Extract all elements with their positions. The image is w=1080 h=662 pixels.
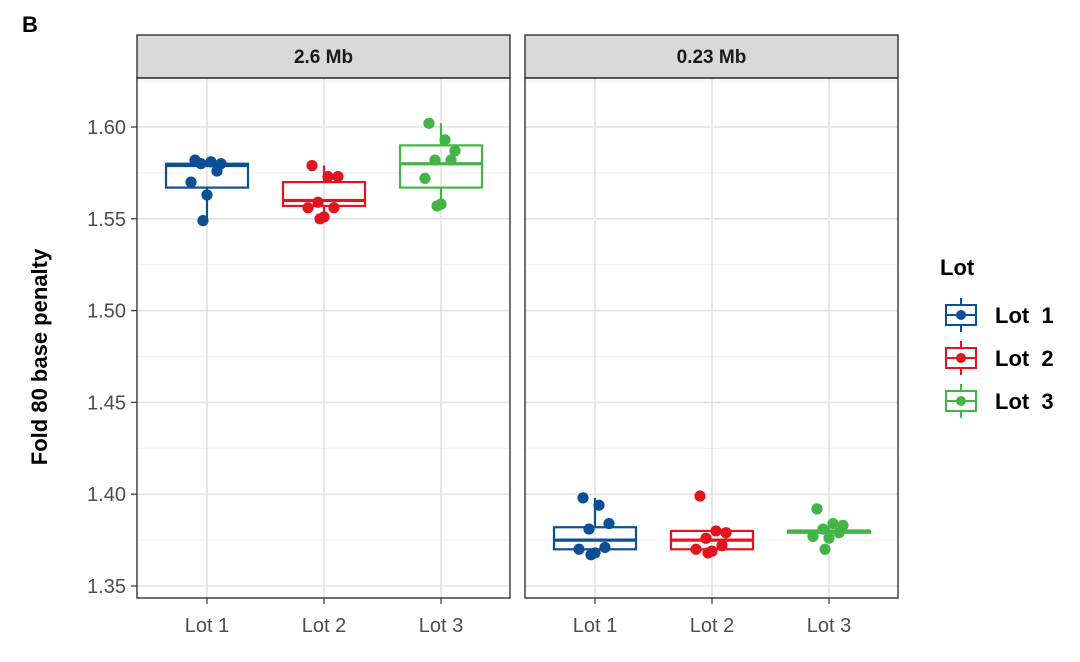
data-point bbox=[807, 530, 819, 543]
legend-label: Lot 2 bbox=[995, 346, 1054, 371]
legend-key bbox=[945, 384, 977, 418]
y-tick-label: 1.60 bbox=[87, 117, 126, 139]
y-tick-label: 1.50 bbox=[87, 301, 126, 323]
y-tick-label: 1.35 bbox=[87, 576, 126, 598]
data-point bbox=[328, 202, 340, 214]
data-point bbox=[439, 134, 451, 146]
data-point bbox=[690, 543, 702, 555]
x-tick-label: Lot 3 bbox=[419, 615, 463, 637]
data-point bbox=[185, 176, 197, 188]
data-point bbox=[429, 154, 441, 166]
box-lot-1 bbox=[552, 492, 638, 561]
data-point bbox=[314, 213, 326, 225]
legend-key-point bbox=[956, 396, 966, 406]
data-point bbox=[205, 156, 217, 168]
data-point bbox=[811, 503, 823, 515]
facet-panel-2: 0.23 Mb Lot 1 Lot 2 Lot 3 bbox=[524, 34, 899, 637]
data-point bbox=[603, 517, 615, 530]
panel-letter: B bbox=[22, 12, 38, 37]
legend-label: Lot 3 bbox=[995, 389, 1054, 414]
legend-key-point bbox=[956, 310, 966, 320]
data-point bbox=[702, 547, 714, 559]
data-point bbox=[423, 117, 435, 129]
legend-key-point bbox=[956, 353, 966, 363]
facet-strip bbox=[524, 34, 899, 79]
data-point bbox=[197, 215, 209, 227]
data-point bbox=[694, 490, 706, 502]
x-tick-label: Lot 1 bbox=[185, 615, 229, 637]
data-point bbox=[419, 172, 431, 185]
box-lot-3 bbox=[398, 117, 484, 212]
data-point bbox=[577, 492, 589, 504]
data-point bbox=[445, 154, 457, 166]
data-point bbox=[431, 200, 443, 212]
facet-strip-title: 2.6 Mb bbox=[294, 47, 353, 68]
data-point bbox=[332, 170, 344, 183]
data-point bbox=[817, 523, 829, 535]
data-point bbox=[583, 523, 595, 535]
data-point bbox=[302, 202, 314, 214]
y-tick-label: 1.40 bbox=[87, 484, 126, 506]
x-tick-label: Lot 1 bbox=[573, 615, 617, 637]
data-point bbox=[599, 541, 611, 554]
legend-label: Lot 1 bbox=[995, 303, 1054, 328]
box-lot-3 bbox=[786, 503, 872, 555]
legend: Lot Lot 1 Lot 2 Lot 3 bbox=[940, 255, 1054, 418]
data-point bbox=[716, 540, 728, 552]
data-point bbox=[720, 527, 732, 539]
legend-key bbox=[945, 298, 977, 332]
data-point bbox=[585, 549, 597, 561]
data-point bbox=[710, 525, 722, 537]
box-iqr bbox=[281, 180, 367, 208]
data-point bbox=[201, 189, 213, 201]
y-tick-label: 1.55 bbox=[87, 209, 126, 231]
box-lot-2 bbox=[669, 490, 755, 559]
data-point bbox=[827, 517, 839, 530]
data-point bbox=[819, 543, 831, 555]
facet-strip bbox=[136, 34, 511, 79]
data-point bbox=[322, 170, 334, 183]
box-lot-2 bbox=[281, 159, 367, 225]
y-tick-label: 1.45 bbox=[87, 392, 126, 414]
legend-key bbox=[945, 341, 977, 375]
data-point bbox=[833, 527, 845, 539]
data-point bbox=[823, 532, 835, 544]
data-point bbox=[573, 543, 585, 555]
legend-title: Lot bbox=[940, 255, 975, 280]
x-tick-label: Lot 2 bbox=[690, 615, 734, 637]
box-iqr bbox=[398, 144, 484, 189]
data-point bbox=[195, 158, 207, 170]
y-axis-title: Fold 80 base penalty bbox=[27, 248, 52, 465]
facet-panel-1: 2.6 Mb Lot 1 Lot 2 Lot 3 bbox=[136, 34, 511, 637]
data-point bbox=[306, 159, 318, 172]
data-point bbox=[700, 532, 712, 544]
data-point bbox=[211, 165, 223, 177]
facet-strip-title: 0.23 Mb bbox=[677, 47, 747, 68]
x-tick-label: Lot 2 bbox=[302, 615, 346, 637]
box-lot-1 bbox=[164, 154, 250, 227]
x-tick-label: Lot 3 bbox=[807, 615, 851, 637]
data-point bbox=[593, 499, 605, 511]
data-point bbox=[312, 196, 324, 208]
data-point bbox=[449, 145, 461, 157]
